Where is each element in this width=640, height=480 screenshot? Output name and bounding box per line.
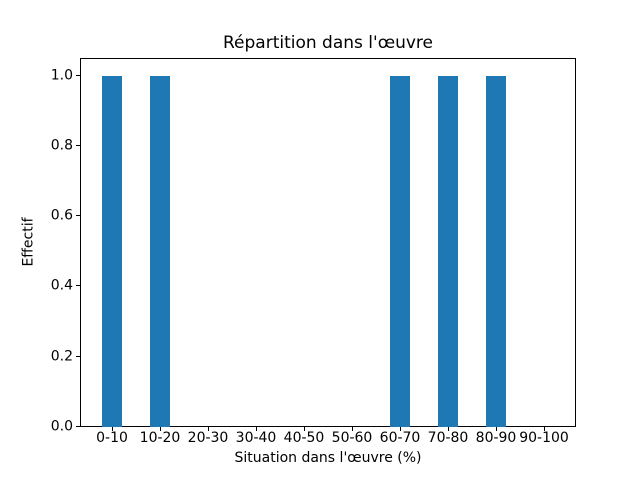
x-tick-mark [256, 427, 257, 431]
x-tick-label: 80-90 [475, 430, 517, 446]
x-tick-label: 90-100 [519, 430, 569, 446]
y-tick-label: 0.2 [50, 348, 73, 365]
x-tick-mark [160, 427, 161, 431]
x-tick-mark [352, 427, 353, 431]
x-tick-label: 0-10 [96, 430, 128, 446]
y-tick-mark [76, 426, 80, 427]
x-tick-mark [304, 427, 305, 431]
x-tick-label: 30-40 [235, 430, 277, 446]
x-tick-label: 20-30 [187, 430, 229, 446]
y-tick-mark [76, 215, 80, 216]
y-tick-mark [76, 75, 80, 76]
y-tick-label: 0.6 [50, 207, 73, 224]
bar-60-70 [390, 76, 410, 427]
bar-70-80 [438, 76, 458, 427]
x-tick-mark [544, 427, 545, 431]
x-tick-mark [208, 427, 209, 431]
y-axis-label: Effectif [20, 217, 37, 267]
y-tick-label: 0.8 [50, 137, 73, 154]
y-tick-label: 1.0 [50, 67, 73, 84]
y-tick-label: 0.0 [50, 418, 73, 435]
y-tick-mark [76, 145, 80, 146]
bar-80-90 [486, 76, 506, 427]
x-axis-label: Situation dans l'œuvre (%) [234, 450, 422, 466]
chart-title: Répartition dans l'œuvre [222, 33, 434, 53]
bar-0-10 [102, 76, 122, 427]
y-tick-mark [76, 285, 80, 286]
x-tick-mark [400, 427, 401, 431]
x-tick-mark [448, 427, 449, 431]
y-tick-label: 0.4 [50, 277, 73, 294]
x-tick-label: 10-20 [139, 430, 181, 446]
x-tick-mark [496, 427, 497, 431]
bar-10-20 [150, 76, 170, 427]
x-tick-label: 70-80 [427, 430, 469, 446]
x-tick-label: 60-70 [379, 430, 421, 446]
x-tick-label: 50-60 [331, 430, 373, 446]
x-tick-mark [112, 427, 113, 431]
y-tick-mark [76, 356, 80, 357]
x-tick-label: 40-50 [283, 430, 325, 446]
